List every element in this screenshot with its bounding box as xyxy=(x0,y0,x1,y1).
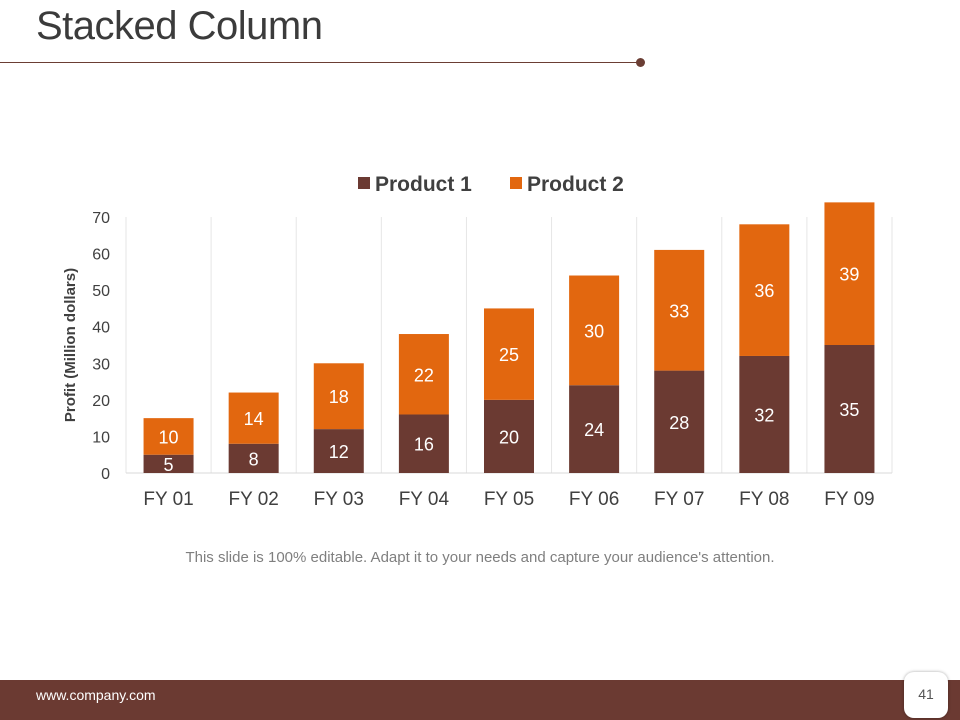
x-tick-label: FY 02 xyxy=(228,489,278,510)
data-label: 36 xyxy=(754,281,774,301)
data-label: 35 xyxy=(839,400,859,420)
x-tick-label: FY 07 xyxy=(654,489,704,510)
bar-2 xyxy=(739,224,790,356)
legend-swatch xyxy=(510,177,522,189)
data-label: 25 xyxy=(499,345,519,365)
data-label: 12 xyxy=(329,442,349,462)
data-label: 10 xyxy=(159,427,179,447)
bar-1 xyxy=(739,355,790,473)
bar-2 xyxy=(569,275,620,386)
slide-title: Stacked Column xyxy=(36,4,323,48)
data-label: 20 xyxy=(499,427,519,447)
x-tick-label: FY 08 xyxy=(739,489,789,510)
data-label: 32 xyxy=(754,405,774,425)
bar-2 xyxy=(143,418,194,455)
legend-swatch xyxy=(358,177,370,189)
bar-2 xyxy=(654,249,705,371)
data-label: 22 xyxy=(414,365,434,385)
stacked-column-chart: 0 10 20 30 40 50 60 70 Profit (Million dollars) 5… xyxy=(62,173,893,510)
y-tick-label: 10 xyxy=(92,429,110,446)
bar-2 xyxy=(484,308,534,400)
bar-2 xyxy=(228,392,279,444)
data-label: 14 xyxy=(244,409,264,429)
y-tick-label: 20 xyxy=(92,393,110,410)
page-number: 41 xyxy=(918,686,934,702)
data-label: 39 xyxy=(839,265,859,285)
bar-2 xyxy=(313,363,364,430)
bar-1 xyxy=(398,414,449,473)
x-tick-label: FY 03 xyxy=(314,489,364,510)
y-tick-label: 30 xyxy=(92,356,110,373)
data-label: 5 xyxy=(164,455,174,475)
y-tick-label: 70 xyxy=(92,210,110,227)
bar-1 xyxy=(824,345,875,473)
bar-2 xyxy=(824,202,875,345)
y-tick-label: 50 xyxy=(92,283,110,300)
y-tick-label: 40 xyxy=(92,320,110,337)
page-number-badge: 41 xyxy=(904,672,948,718)
data-label: 18 xyxy=(329,387,349,407)
title-divider-dot xyxy=(636,58,645,67)
x-tick-label: FY 06 xyxy=(569,489,619,510)
y-tick-label: 60 xyxy=(92,247,110,264)
bar-1 xyxy=(654,370,705,473)
y-axis-title: Profit (Million dollars) xyxy=(62,268,79,422)
x-tick-label: FY 09 xyxy=(824,489,874,510)
y-tick-label: 0 xyxy=(101,466,110,483)
title-divider xyxy=(0,62,640,63)
data-label: 16 xyxy=(414,435,434,455)
x-tick-label: FY 05 xyxy=(484,489,534,510)
data-label: 28 xyxy=(669,413,689,433)
data-label: 8 xyxy=(249,449,259,469)
bar-1 xyxy=(143,454,194,473)
data-label: 30 xyxy=(584,321,604,341)
bar-1 xyxy=(313,429,364,473)
x-tick-label: FY 04 xyxy=(399,489,450,510)
bar-1 xyxy=(569,385,620,473)
legend-label: Product 2 xyxy=(527,173,624,196)
footer-url[interactable]: www.company.com xyxy=(36,687,156,703)
data-label: 24 xyxy=(584,420,604,440)
bar-2 xyxy=(398,334,449,415)
footer-bar: www.company.com 41 xyxy=(0,672,960,720)
data-label: 33 xyxy=(669,301,689,321)
bar-1 xyxy=(484,399,534,473)
slide-caption: This slide is 100% editable. Adapt it to… xyxy=(185,549,775,566)
bar-1 xyxy=(228,443,279,473)
legend-label: Product 1 xyxy=(375,173,472,196)
x-tick-label: FY 01 xyxy=(143,489,193,510)
